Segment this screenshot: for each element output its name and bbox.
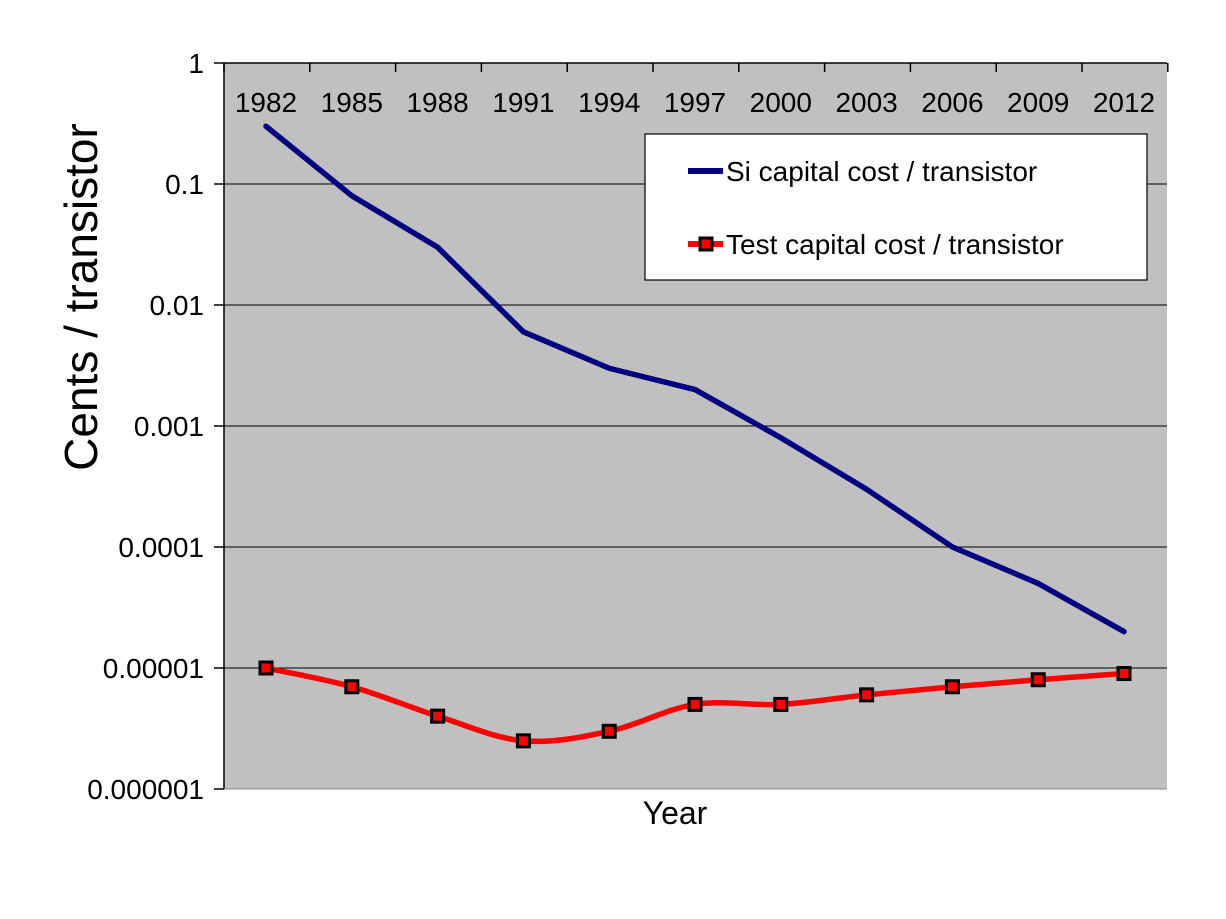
y-tick-label: 0.000001 [87, 774, 204, 805]
x-tick-label: 2000 [750, 87, 812, 118]
y-tick-label: 1 [188, 48, 204, 79]
data-point-test-capital-cost [1030, 672, 1046, 688]
data-point-test-capital-cost [944, 679, 960, 695]
data-point-test-capital-cost [344, 679, 360, 695]
series-layer [258, 123, 1132, 749]
y-tick-label: 0.001 [134, 411, 204, 442]
legend-label-si: Si capital cost / transistor [726, 156, 1037, 187]
series-line-si-capital-cost [263, 123, 1127, 635]
data-point-test-capital-cost [687, 696, 703, 712]
x-tick-label: 1994 [578, 87, 640, 118]
x-tick-label: 2009 [1007, 87, 1069, 118]
axes [214, 62, 1169, 790]
x-axis-label: Year [643, 795, 708, 831]
legend-label-test: Test capital cost / transistor [726, 229, 1064, 260]
y-tick-labels: 1 0.1 0.01 0.001 0.0001 0.00001 0.000001 [87, 48, 204, 805]
data-point-test-capital-cost [601, 723, 617, 739]
legend-marker-test [698, 236, 714, 252]
x-tick-label: 1985 [321, 87, 383, 118]
x-tick-labels: 1982 1985 1988 1991 1994 1997 2000 2003 2006 2009… [235, 87, 1155, 118]
x-tick-label: 2012 [1093, 87, 1155, 118]
data-point-test-capital-cost [258, 660, 274, 676]
data-point-test-capital-cost [859, 687, 875, 703]
y-tick-label: 0.0001 [118, 532, 204, 563]
data-point-test-capital-cost [515, 733, 531, 749]
data-point-test-capital-cost [430, 708, 446, 724]
x-tick-label: 2006 [921, 87, 983, 118]
y-tick-label: 0.01 [150, 290, 205, 321]
y-tick-label: 0.1 [165, 169, 204, 200]
x-tick-label: 1991 [492, 87, 554, 118]
x-tick-label: 1988 [406, 87, 468, 118]
legend-box [644, 133, 1148, 281]
data-point-test-capital-cost [1116, 666, 1132, 682]
y-axis-label: Cents / transistor [55, 123, 107, 471]
x-tick-label: 1982 [235, 87, 297, 118]
data-point-test-capital-cost [773, 696, 789, 712]
legend: Si capital cost / transistor Test capita… [644, 133, 1148, 281]
x-tick-label: 2003 [835, 87, 897, 118]
y-tick-label: 0.00001 [103, 653, 204, 684]
x-tick-label: 1997 [664, 87, 726, 118]
